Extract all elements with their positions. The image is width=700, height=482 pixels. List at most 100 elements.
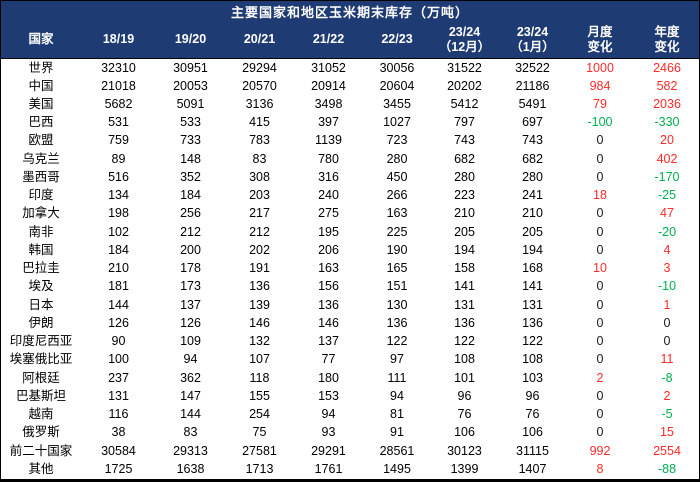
value-cell: 191 xyxy=(249,261,270,276)
value-cell: 21018 xyxy=(101,78,136,93)
value-cell: 29294 xyxy=(242,60,277,75)
yearly-change-cell: 3 xyxy=(663,261,671,276)
value-cell: 362 xyxy=(180,370,201,385)
value-cell: 122 xyxy=(386,334,408,349)
table-row: 巴西 531 533 415 397 1027 797 697 -100 -330 xyxy=(1,113,699,131)
value-cell: 743 xyxy=(454,133,475,148)
value-cell: 122 xyxy=(454,334,475,349)
table-row: 世界 32310 30951 29294 31052 30056 31522 32522 100… xyxy=(1,59,699,77)
value-cell: 397 xyxy=(318,115,339,130)
value-cell: 77 xyxy=(321,352,336,367)
country-cell: 印度 xyxy=(28,188,54,203)
yearly-change-cell: -5 xyxy=(661,407,673,422)
value-cell: 20202 xyxy=(447,78,482,93)
country-cell: 世界 xyxy=(28,60,54,75)
value-cell: 130 xyxy=(386,297,408,312)
monthly-change-cell: 0 xyxy=(596,315,604,330)
yearly-change-cell: 4 xyxy=(663,242,671,257)
monthly-change-cell: 10 xyxy=(593,261,607,276)
table-row: 巴基斯坦 131 147 155 153 94 96 96 0 2 xyxy=(1,387,699,405)
table-row: 俄罗斯 38 83 75 93 91 106 106 0 15 xyxy=(1,424,699,442)
value-cell: 32310 xyxy=(101,60,136,75)
value-cell: 94 xyxy=(183,352,198,367)
value-cell: 144 xyxy=(180,407,201,422)
table-row: 前二十国家 30584 29313 27581 29291 28561 30123 31115… xyxy=(1,442,699,460)
value-cell: 31115 xyxy=(516,443,549,458)
value-cell: 27581 xyxy=(242,443,277,458)
yearly-change-cell: 2036 xyxy=(653,96,681,111)
value-cell: 682 xyxy=(454,151,475,166)
value-cell: 240 xyxy=(318,188,339,203)
value-cell: 254 xyxy=(249,407,270,422)
value-cell: 212 xyxy=(180,224,201,239)
value-cell: 32522 xyxy=(515,60,550,75)
monthly-change-cell: 0 xyxy=(596,388,604,403)
value-cell: 89 xyxy=(111,151,126,166)
country-cell: 其他 xyxy=(28,461,54,476)
value-cell: 173 xyxy=(180,279,201,294)
value-cell: 5682 xyxy=(104,96,133,111)
table-row: 韩国 184 200 202 206 190 194 194 0 4 xyxy=(1,241,699,259)
value-cell: 90 xyxy=(111,334,126,349)
value-cell: 21186 xyxy=(515,78,550,93)
monthly-change-cell: 0 xyxy=(596,334,604,349)
value-cell: 106 xyxy=(522,425,543,440)
country-cell: 日本 xyxy=(28,297,54,312)
value-cell: 682 xyxy=(522,151,543,166)
value-cell: 184 xyxy=(108,242,129,257)
value-cell: 217 xyxy=(249,206,270,221)
column-header: 国家 xyxy=(1,21,81,59)
country-cell: 埃及 xyxy=(28,279,54,294)
table-body: 世界 32310 30951 29294 31052 30056 31522 32522 100… xyxy=(1,59,699,479)
column-header: 22/23 xyxy=(363,21,431,59)
value-cell: 1713 xyxy=(245,461,274,476)
monthly-change-cell: 0 xyxy=(596,133,604,148)
value-cell: 5412 xyxy=(450,96,479,111)
value-cell: 308 xyxy=(249,169,270,184)
value-cell: 81 xyxy=(390,407,404,422)
yearly-change-cell: 20 xyxy=(660,133,674,148)
monthly-change-cell: 0 xyxy=(596,242,604,257)
country-cell: 俄罗斯 xyxy=(22,425,60,440)
yearly-change-cell: 582 xyxy=(656,78,678,93)
value-cell: 108 xyxy=(522,352,543,367)
value-cell: 1725 xyxy=(104,461,133,476)
value-cell: 158 xyxy=(454,261,475,276)
value-cell: 194 xyxy=(522,242,543,257)
value-cell: 102 xyxy=(108,224,129,239)
value-cell: 31052 xyxy=(311,60,346,75)
value-cell: 76 xyxy=(525,407,540,422)
country-cell: 美国 xyxy=(28,96,54,111)
value-cell: 5491 xyxy=(518,96,547,111)
value-cell: 155 xyxy=(249,388,270,403)
value-cell: 103 xyxy=(522,370,543,385)
monthly-change-cell: 0 xyxy=(596,279,604,294)
table-header: 国家 18/19 19/20 20/21 21/22 22/23 23/24 （12月） 23/… xyxy=(1,21,699,59)
yearly-change-cell: -88 xyxy=(657,461,677,476)
value-cell: 723 xyxy=(386,133,408,148)
monthly-change-cell: 0 xyxy=(596,151,604,166)
monthly-change-cell: 0 xyxy=(596,169,604,184)
value-cell: 126 xyxy=(180,315,201,330)
table-row: 墨西哥 516 352 308 316 450 280 280 0 -170 xyxy=(1,168,699,186)
country-cell: 巴西 xyxy=(28,115,54,130)
value-cell: 31522 xyxy=(447,60,482,75)
yearly-change-cell: 2466 xyxy=(653,60,681,75)
value-cell: 131 xyxy=(522,297,543,312)
country-cell: 墨西哥 xyxy=(22,169,60,184)
value-cell: 91 xyxy=(390,425,404,440)
country-cell: 欧盟 xyxy=(28,133,54,148)
value-cell: 280 xyxy=(454,169,475,184)
value-cell: 20053 xyxy=(173,78,208,93)
table-row: 伊朗 126 126 146 146 136 136 136 0 0 xyxy=(1,314,699,332)
value-cell: 141 xyxy=(522,279,543,294)
yearly-change-cell: 11 xyxy=(660,352,674,367)
value-cell: 203 xyxy=(249,188,270,203)
value-cell: 316 xyxy=(318,169,339,184)
value-cell: 198 xyxy=(108,206,129,221)
value-cell: 20604 xyxy=(379,78,415,93)
value-cell: 101 xyxy=(454,370,475,385)
table-row: 乌克兰 89 148 83 780 280 682 682 0 402 xyxy=(1,150,699,168)
yearly-change-cell: 2554 xyxy=(653,443,681,458)
yearly-change-cell: -8 xyxy=(661,370,673,385)
